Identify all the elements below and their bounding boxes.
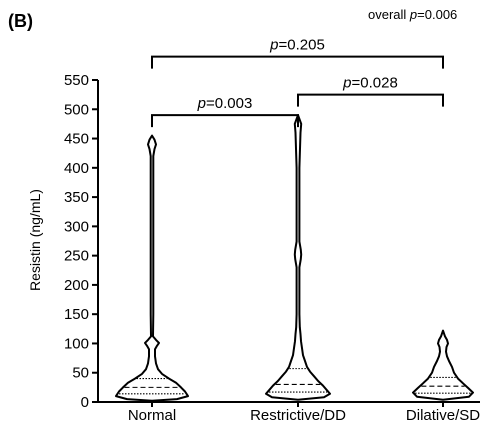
- violin-body: [265, 114, 331, 401]
- comparison-bracket: [151, 55, 444, 69]
- y-tick-label: 400: [64, 160, 89, 177]
- y-tick-label: 150: [64, 306, 89, 323]
- overall-p-value: overall p=0.006: [368, 7, 457, 22]
- comparison-brackets: p=0.003 p=0.028 p=0.205: [151, 37, 444, 128]
- violin-body: [412, 329, 474, 401]
- y-tick-label: 0: [81, 394, 89, 411]
- y-tick-label: 300: [64, 218, 89, 235]
- axes: 0 50 100 150 200 250 300 350 400 450 500 550 Normal R…: [64, 72, 480, 424]
- violins: [115, 114, 474, 402]
- comparison-p-value: p=0.028: [342, 75, 398, 92]
- y-tick-label: 350: [64, 189, 89, 206]
- y-tick-label: 250: [64, 248, 89, 265]
- y-tick-label: 500: [64, 101, 89, 118]
- y-tick-label: 550: [64, 72, 89, 89]
- x-category-label: Dilative/SD: [406, 407, 480, 424]
- violin-body: [115, 134, 189, 402]
- comparison-p-value: p=0.003: [197, 95, 253, 112]
- y-tick-label: 50: [72, 365, 89, 382]
- y-tick-label: 100: [64, 335, 89, 352]
- comparison-bracket: [151, 114, 299, 128]
- x-category-label: Normal: [128, 407, 176, 424]
- y-axis-label: Resistin (ng/mL): [27, 189, 43, 291]
- x-category-label: Restrictive/DD: [250, 407, 346, 424]
- comparison-p-value: p=0.205: [269, 37, 325, 54]
- comparison-bracket: [297, 93, 444, 107]
- panel-label: (B): [8, 11, 33, 31]
- y-tick-label: 450: [64, 131, 89, 148]
- y-tick-label: 200: [64, 277, 89, 294]
